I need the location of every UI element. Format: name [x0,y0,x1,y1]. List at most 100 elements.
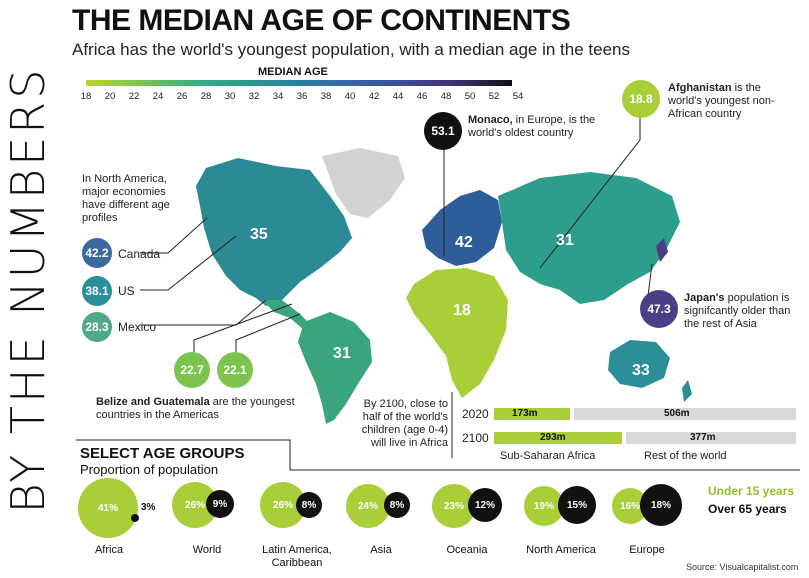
belize-note-bold: Belize and Guatemala [96,396,210,408]
legend-ssa: Sub-Saharan Africa [500,450,596,462]
legend-over-65: Over 65 years [708,502,787,516]
median-age-ticks: 18 20 22 24 26 28 30 32 34 36 38 40 42 4… [76,91,526,105]
europe-label: Europe [629,544,665,556]
oceania-shape [608,340,670,388]
belize-value-circle: 22.7 [174,352,210,388]
monaco-note-bold: Monaco, [468,114,513,126]
mexico-label: Mexico [118,320,157,334]
africa-label: Africa [94,544,124,556]
north-america-note: In North America, major economies have d… [82,173,170,224]
world-over-65-circle: 9% [206,490,234,518]
scale-tick: 32 [248,91,260,102]
latin-america-over-65-circle: 8% [296,492,322,518]
scale-tick: 36 [296,91,308,102]
scale-tick: 18 [80,91,92,102]
source-credit: Source: Visualcapitalist.com [686,562,799,572]
bar-2020-rest [574,408,796,420]
latin-america-label: Latin America, Caribbean [262,544,332,569]
scale-tick: 20 [104,91,116,102]
scale-tick: 34 [272,91,284,102]
belize-note-rest: are the youngest countries in the Americ… [96,396,295,421]
scale-tick: 38 [320,91,332,102]
greenland-shape [322,148,405,218]
page-subtitle: Africa has the world's youngest populati… [72,40,630,59]
scale-tick: 22 [128,91,140,102]
children-note: By 2100, close to half of the world's ch… [361,398,448,449]
japan-shape [656,238,668,262]
median-age-scale-bar [86,80,512,86]
page-title: THE MEDIAN AGE OF CONTINENTS [72,4,571,37]
leader-belize [193,303,293,352]
afghanistan-note-bold: Afghanistan [668,82,732,94]
leader-canada [140,217,208,254]
scale-tick: 48 [440,91,452,102]
scale-tick: 50 [464,91,476,102]
year-2100-label: 2100 [462,431,489,445]
afghanistan-value-circle: 18.8 [622,80,660,118]
age-groups-subtitle: Proportion of population [80,462,219,477]
leader-afghanistan [539,114,641,269]
africa-over-65-label: 3% [141,502,156,513]
africa-shape [406,268,508,398]
bar-2100-ssa [494,432,622,444]
south-america-shape [298,312,372,424]
monaco-value-circle: 53.1 [424,112,462,150]
leader-mexico [140,299,267,326]
map-value-africa: 18 [453,302,471,319]
leader-guatemala [235,313,301,352]
scale-tick: 42 [368,91,380,102]
canada-value-circle: 42.2 [82,238,112,268]
scale-tick: 24 [152,91,164,102]
canada-label: Canada [118,247,161,261]
year-2020-label: 2020 [462,407,489,421]
us-label: US [118,284,135,298]
map-value-oceania: 33 [632,362,650,379]
age-groups-title: SELECT AGE GROUPS [80,445,245,462]
north-america-over-65-circle: 15% [558,486,596,524]
belize-guatemala-note: Belize and Guatemala are the youngest co… [96,396,296,422]
asia-label: Asia [370,544,392,556]
afghanistan-note: Afghanistan is the world's youngest non-… [668,82,788,121]
map-value-asia: 31 [556,232,574,249]
asia-over-65-circle: 8% [384,492,410,518]
legend-rest: Rest of the world [644,450,727,462]
japan-note: Japan's population is signifcantly older… [684,292,804,331]
scale-tick: 30 [224,91,236,102]
mexico-value-circle: 28.3 [82,312,112,342]
europe-shape [422,190,502,266]
leader-japan [647,263,653,297]
north-america-label: North America [526,544,596,556]
africa-under-15-circle: 41% [78,478,138,538]
leader-us [140,235,237,291]
scale-tick: 46 [416,91,428,102]
world-label: World [192,544,222,556]
us-value-circle: 38.1 [82,276,112,306]
map-value-south-america: 31 [333,345,351,362]
map-value-north-america: 35 [250,226,268,243]
north-america-under-15-circle: 19% [524,486,564,526]
asia-shape [498,172,680,304]
bar-2100-ssa-label: 293m [540,432,566,443]
monaco-note: Monaco, in Europe, is the world's oldest… [468,114,618,140]
guatemala-value-circle: 22.1 [217,352,253,388]
north-america-shape [196,158,352,306]
bar-2100-rest-label: 377m [690,432,716,443]
central-america-shape [262,300,312,330]
scale-tick: 28 [200,91,212,102]
oceania-over-65-circle: 12% [468,488,502,522]
monaco-note-rest: in Europe, is the world's oldest country [468,114,596,139]
scale-tick: 40 [344,91,356,102]
section-divider [76,439,800,471]
oceania-under-15-circle: 23% [432,484,476,528]
scale-tick: 44 [392,91,404,102]
legend-under-15: Under 15 years [708,484,795,498]
new-zealand-shape [682,380,692,402]
map-value-europe: 42 [455,234,473,251]
scale-tick: 26 [176,91,188,102]
afghanistan-note-rest: is the world's youngest non-African coun… [668,82,775,120]
japan-note-rest: population is signifcantly older than th… [684,292,791,330]
bar-2020-rest-label: 506m [664,408,690,419]
asia-under-15-circle: 24% [346,484,390,528]
scale-tick: 54 [512,91,524,102]
